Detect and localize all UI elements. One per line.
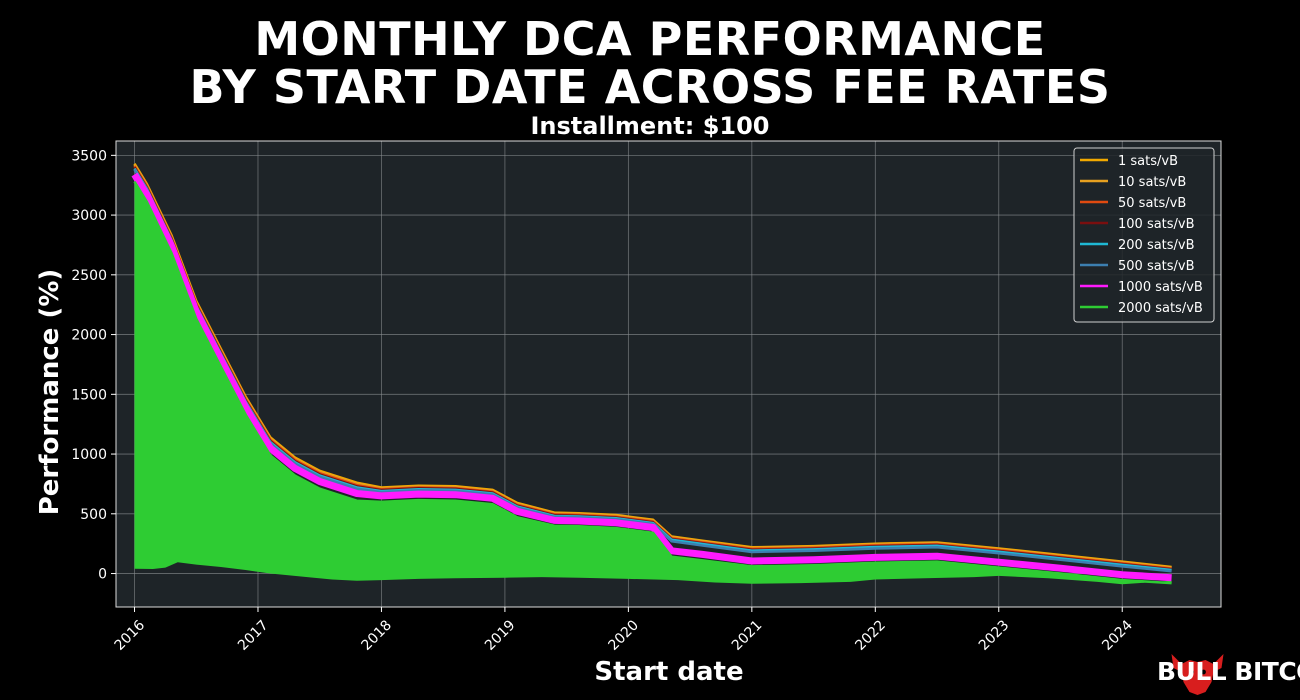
legend-label: 10 sats/vB <box>1118 175 1186 190</box>
y-tick-label: 3000 <box>71 208 107 224</box>
series-line <box>131 172 1172 582</box>
legend-label: 1000 sats/vB <box>1118 280 1203 295</box>
y-tick-label: 500 <box>80 507 107 523</box>
series-band <box>134 181 1172 585</box>
legend-box <box>1073 147 1215 323</box>
legend: 1 sats/vB 10 sats/vB 50 sats/vB 100 sats/vB… <box>1073 147 1215 323</box>
chart-subtitle: Installment: $100 <box>530 112 770 140</box>
legend-label: 2000 sats/vB <box>1118 301 1203 316</box>
y-tick-label: 3500 <box>71 148 107 164</box>
series-2000-area <box>134 181 1172 585</box>
legend-label: 1 sats/vB <box>1118 154 1178 169</box>
y-axis-label: Performance (%) <box>35 269 65 516</box>
plot-frame <box>115 140 1222 608</box>
x-axis-ticks: 2016 2017 2018 2019 2020 2021 2022 2023 2024 <box>112 607 1136 654</box>
y-tick-label: 2000 <box>71 328 107 344</box>
y-tick-label: 0 <box>98 567 107 583</box>
x-tick-label: 2018 <box>359 617 396 654</box>
series-lines <box>131 163 1172 585</box>
x-tick-label: 2022 <box>852 617 889 654</box>
legend-label: 200 sats/vB <box>1118 238 1195 253</box>
y-tick-label: 1000 <box>71 447 107 463</box>
brand-name: BULL BITCOIN <box>1157 657 1300 686</box>
x-tick-label: 2016 <box>112 617 149 654</box>
y-tick-label: 2500 <box>71 268 107 284</box>
x-tick-label: 2020 <box>605 617 642 654</box>
legend-label: 500 sats/vB <box>1118 259 1195 274</box>
chart-title-line1: MONTHLY DCA PERFORMANCE <box>254 12 1046 66</box>
y-tick-label: 1500 <box>71 387 107 403</box>
x-tick-label: 2021 <box>729 617 766 654</box>
x-tick-label: 2019 <box>482 617 519 654</box>
legend-label: 50 sats/vB <box>1118 196 1186 211</box>
x-tick-label: 2023 <box>976 617 1013 654</box>
legend-label: 100 sats/vB <box>1118 217 1195 232</box>
series-line <box>133 180 1172 585</box>
x-axis-label: Start date <box>594 657 743 687</box>
bull-head-icon <box>1171 654 1224 695</box>
x-tick-label: 2017 <box>235 617 272 654</box>
chart-title-line2: BY START DATE ACROSS FEE RATES <box>189 60 1111 114</box>
y-axis-ticks: 0 500 1000 1500 2000 2500 3000 3500 <box>71 148 116 583</box>
